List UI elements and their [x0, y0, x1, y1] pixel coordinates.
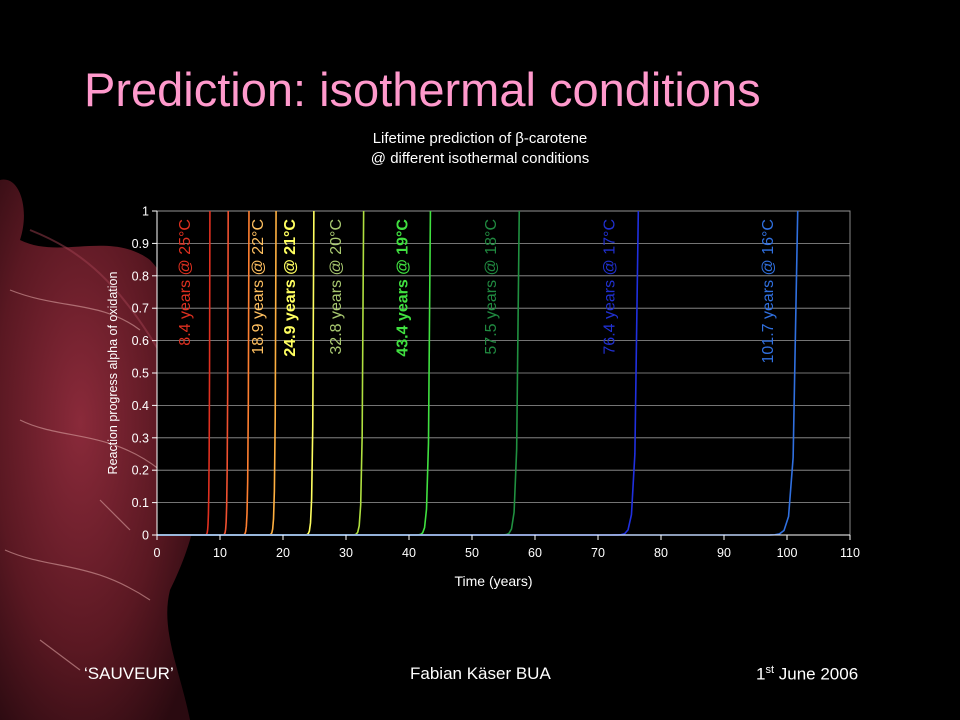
- x-tick-label: 30: [339, 546, 353, 560]
- chart-title: Lifetime prediction of β-carotene @ diffe…: [371, 130, 589, 167]
- annotation-label-6: 57.5 years @ 18°C: [483, 219, 500, 355]
- x-tick-label: 80: [654, 546, 668, 560]
- annotation-label-4: 32.8 years @ 20°C: [328, 219, 345, 355]
- y-axis-label: Reaction progress alpha of oxidation: [106, 271, 120, 474]
- chart-annotations: 8.4 years @ 25°C 18.9 years @ 22°C 24.9 ye…: [177, 219, 777, 364]
- x-tick-label: 10: [213, 546, 227, 560]
- slide-title: Prediction: isothermal conditions: [84, 63, 761, 116]
- y-tick-label: 0.4: [132, 399, 149, 413]
- annotation-label-1: 8.4 years @ 25°C: [177, 219, 194, 346]
- annotation-label-2: 18.9 years @ 22°C: [250, 219, 267, 355]
- y-tick-label: 0.6: [132, 334, 149, 348]
- chart-title-line-1: Lifetime prediction of β-carotene: [373, 130, 588, 147]
- x-tick-label: 0: [154, 546, 161, 560]
- y-tick-label: 0: [142, 529, 149, 543]
- x-tick-label: 110: [840, 546, 860, 560]
- x-tick-label: 70: [591, 546, 605, 560]
- footer-date-rest: June 2006: [774, 664, 859, 684]
- footer-author: Fabian Käser BUA: [410, 664, 551, 683]
- chart-grid: [156, 210, 851, 536]
- y-tick-label: 0.5: [132, 367, 149, 381]
- y-tick-label: 0.8: [132, 269, 149, 283]
- chart-ticks: 0 10 20 30 40 50 60 70 80 90 100 110 0 0.1 0.2 0.3 0.4 0.…: [106, 205, 860, 590]
- x-tick-label: 60: [528, 546, 542, 560]
- y-tick-label: 0.1: [132, 496, 149, 510]
- y-tick-label: 1: [142, 205, 149, 219]
- x-tick-label: 50: [465, 546, 479, 560]
- x-tick-label: 90: [717, 546, 731, 560]
- annotation-label-3: 24.9 years @ 21°C: [282, 219, 299, 357]
- footer-date-suffix: st: [765, 664, 775, 676]
- y-tick-label: 0.9: [132, 237, 149, 251]
- beta-carotene-photo: [0, 179, 201, 720]
- y-tick-label: 0.7: [132, 302, 149, 316]
- chart-title-line-2: @ different isothermal conditions: [371, 150, 589, 167]
- annotation-label-7: 76.4 years @ 17°C: [601, 219, 618, 355]
- footer-project: ‘SAUVEUR’: [84, 664, 174, 683]
- annotation-label-5: 43.4 years @ 19°C: [395, 219, 412, 357]
- x-axis-label: Time (years): [454, 573, 532, 589]
- annotation-label-8: 101.7 years @ 16°C: [760, 219, 777, 364]
- footer-date: 1st June 2006: [756, 664, 858, 685]
- x-tick-label: 40: [402, 546, 416, 560]
- y-tick-label: 0.3: [132, 431, 149, 445]
- x-tick-label: 20: [276, 546, 290, 560]
- footer-date-day: 1: [756, 664, 766, 684]
- y-tick-label: 0.2: [132, 464, 149, 478]
- x-tick-label: 100: [777, 546, 798, 560]
